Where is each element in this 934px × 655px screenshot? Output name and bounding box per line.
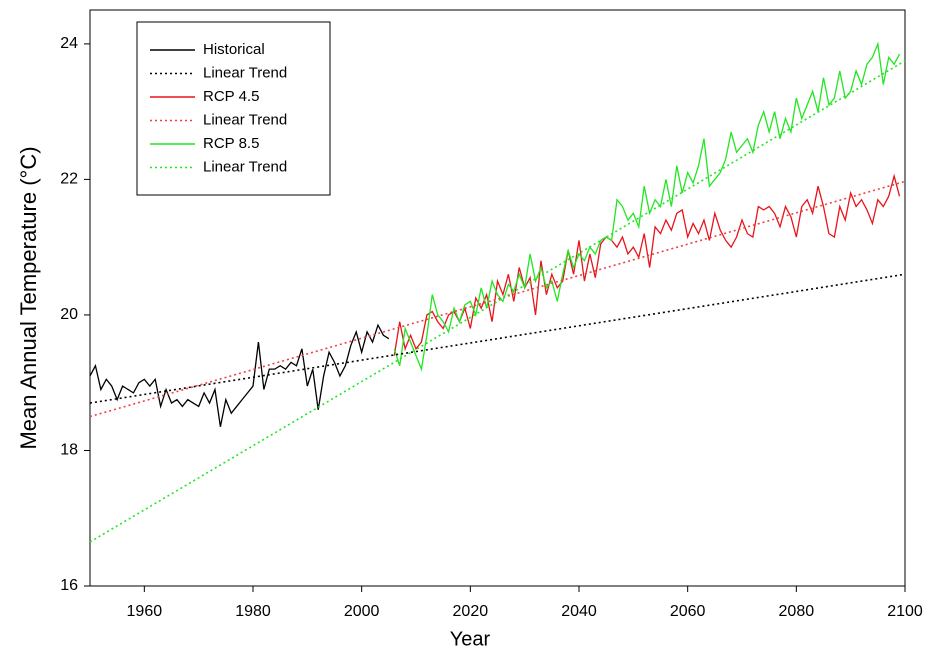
legend-label: RCP 8.5 <box>203 135 259 152</box>
series-line <box>393 41 901 372</box>
x-tick-label: 2100 <box>887 603 923 620</box>
x-tick-label: 1960 <box>127 603 163 620</box>
x-tick-label: 2040 <box>561 603 597 620</box>
y-tick-label: 18 <box>60 442 78 459</box>
y-axis-title: Mean Annual Temperature (°C) <box>16 146 41 449</box>
x-tick-label: 2020 <box>453 603 489 620</box>
y-tick-label: 16 <box>60 577 78 594</box>
x-tick-label: 2080 <box>779 603 815 620</box>
x-tick-label: 1980 <box>235 603 271 620</box>
legend-label: Linear Trend <box>203 158 287 175</box>
x-tick-label: 2000 <box>344 603 380 620</box>
y-tick-label: 24 <box>60 35 78 52</box>
series-line <box>89 323 390 427</box>
legend-label: RCP 4.5 <box>203 88 259 105</box>
plot-frame <box>89 9 906 587</box>
legend-label: Linear Trend <box>203 111 287 128</box>
series-line <box>89 180 906 418</box>
legend-label: Linear Trend <box>203 64 287 81</box>
legend-label: Historical <box>203 41 265 58</box>
y-tick-label: 20 <box>60 306 78 323</box>
x-tick-label: 2060 <box>670 603 706 620</box>
y-tick-label: 22 <box>60 171 78 188</box>
legend-box <box>136 21 331 196</box>
x-axis-title: Year <box>450 628 491 650</box>
